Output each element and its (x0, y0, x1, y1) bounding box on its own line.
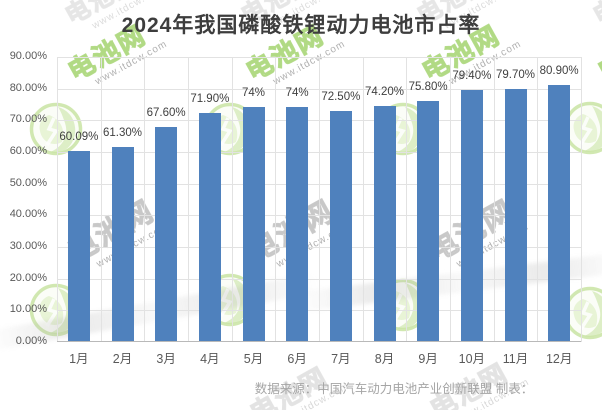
bar-value-label: 75.80% (408, 80, 448, 93)
bar-3月 (155, 126, 178, 341)
x-axis-line (57, 341, 581, 342)
y-tick-label: 20.00% (9, 271, 47, 284)
data-source-note: 数据来源：中国汽车动力电池产业创新联盟 制表： (254, 382, 534, 396)
x-tick-label: 12月 (545, 352, 573, 366)
x-tick-label: 3月 (156, 352, 176, 366)
gridline-v (494, 57, 495, 342)
y-tick-label: 80.00% (9, 81, 47, 94)
gridline-v (319, 57, 320, 342)
gridline-v (101, 57, 102, 342)
bar-10月 (460, 89, 483, 341)
chart-title: 2024年我国磷酸铁锂动力电池市占率 (121, 14, 481, 37)
gridline-v (57, 57, 58, 342)
gridline-v (188, 57, 189, 342)
gridline-v (450, 57, 451, 342)
bar-6月 (286, 106, 309, 341)
bar-11月 (504, 88, 527, 341)
y-tick-label: 60.00% (9, 145, 47, 157)
gridline-v (275, 57, 276, 342)
bar-12月 (548, 84, 571, 341)
gridline-v (581, 57, 582, 342)
x-tick-label: 9月 (418, 352, 438, 366)
x-tick-label: 7月 (331, 352, 351, 366)
x-tick-label: 4月 (200, 352, 220, 366)
gridline-v (406, 57, 407, 342)
x-tick-label: 2月 (112, 352, 133, 366)
bar-value-label: 60.09% (59, 130, 99, 143)
y-tick-label: 10.00% (9, 303, 47, 316)
bar-value-label: 74.20% (364, 86, 404, 99)
y-tick-label: 40.00% (9, 208, 47, 221)
bar-1月 (67, 150, 90, 341)
bar-value-label: 74% (285, 86, 309, 99)
bar-value-label: 79.70% (495, 68, 535, 81)
bar-value-label: 72.50% (321, 91, 361, 104)
x-tick-label: 6月 (287, 352, 307, 366)
y-tick-label: 50.00% (9, 176, 47, 189)
x-tick-label: 1月 (69, 352, 89, 366)
gridline-v (144, 57, 145, 342)
y-tick-label: 0.00% (15, 335, 47, 347)
y-tick-label: 70.00% (9, 113, 47, 126)
bar-value-label: 74% (241, 86, 266, 99)
bar-8月 (373, 106, 396, 341)
y-tick-label: 30.00% (9, 240, 47, 252)
bar-7月 (329, 111, 352, 341)
bar-value-label: 61.30% (102, 126, 142, 139)
bar-9月 (417, 100, 440, 341)
x-tick-label: 5月 (243, 352, 264, 366)
bar-value-label: 71.90% (190, 93, 230, 106)
bar-4月 (198, 113, 221, 341)
y-tick-label: 90.00% (9, 50, 47, 62)
gridline-v (363, 57, 364, 342)
gridline-v (537, 57, 538, 342)
plot-area: 60.09% 61.30% 67.60% 71.90% 74% 74% 72.50% 74.2… (57, 57, 582, 342)
x-tick-label: 8月 (374, 352, 395, 366)
bar-2月 (111, 146, 134, 341)
x-tick-label: 11月 (502, 352, 529, 366)
bar-value-label: 80.90% (539, 64, 579, 77)
x-tick-label: 10月 (458, 352, 486, 366)
bar-value-label: 79.40% (452, 69, 492, 82)
bar-value-label: 67.60% (146, 106, 186, 119)
bar-5月 (242, 106, 265, 341)
gridline-v (232, 57, 233, 342)
